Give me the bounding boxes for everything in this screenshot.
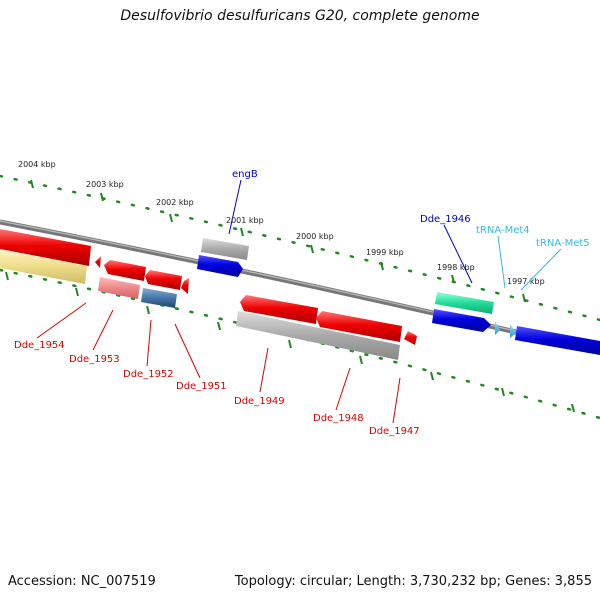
kbp-label-2002: 2002 kbp [156, 198, 194, 207]
kbp-label-2000: 2000 kbp [296, 232, 334, 241]
gene-dde-1946-green[interactable] [435, 292, 494, 314]
gene-engB-arrow[interactable] [197, 255, 243, 277]
label-dde-1952: Dde_1952 [123, 369, 174, 380]
gene-dde-1947[interactable] [404, 331, 417, 345]
genome-backbone [0, 219, 600, 355]
callout-lines-cyan [497, 235, 562, 291]
kbp-label-2001: 2001 kbp [226, 216, 264, 225]
upper-kbp-ticks [30, 179, 526, 303]
kbp-label-1999: 1999 kbp [366, 248, 404, 257]
kbp-label-1997: 1997 kbp [507, 277, 545, 286]
gene-dde-1949[interactable] [240, 295, 318, 324]
kbp-label-2003: 2003 kbp [86, 180, 124, 189]
gene-dde-1954-yellow[interactable] [0, 250, 87, 284]
label-dde-1953: Dde_1953 [69, 354, 120, 365]
callout-lines-blue [228, 179, 473, 284]
accession-text: Accession: NC_007519 [8, 574, 156, 589]
gene-dde-1954[interactable] [0, 229, 91, 266]
label-trna-met4: tRNA-Met4 [476, 225, 530, 236]
gene-dde-1952[interactable] [145, 270, 182, 290]
label-dde-1947: Dde_1947 [369, 426, 420, 437]
label-engB: engB [232, 169, 258, 180]
label-trna-met5: tRNA-Met5 [536, 238, 590, 249]
callout-lines-red [36, 302, 401, 424]
lower-kbp-ticks [5, 271, 575, 413]
label-dde-1949: Dde_1949 [234, 396, 285, 407]
gene-trna-met5[interactable] [510, 324, 516, 338]
gene-dde-1953-pink[interactable] [98, 277, 140, 299]
label-dde-1946: Dde_1946 [420, 214, 471, 225]
topology-text: Topology: circular; Length: 3,730,232 bp… [234, 574, 592, 589]
gene-dde-1951[interactable] [181, 278, 189, 294]
gene-trna-met4[interactable] [495, 321, 500, 335]
label-dde-1954: Dde_1954 [14, 340, 65, 351]
gene-dde-1948-gray[interactable] [236, 311, 400, 360]
gene-dde-1946[interactable] [432, 309, 491, 332]
gene-dde-1953[interactable] [104, 260, 146, 281]
gene-dde-1952-steel[interactable] [141, 288, 177, 308]
kbp-label-2004: 2004 kbp [18, 160, 56, 169]
lower-scale-dots [0, 268, 600, 420]
kbp-label-1998: 1998 kbp [437, 263, 475, 272]
label-dde-1948: Dde_1948 [313, 413, 364, 424]
gene-dde-1954-small[interactable] [95, 256, 101, 268]
map-title: Desulfovibrio desulfuricans G20, complet… [120, 8, 480, 24]
gene-forward-right[interactable] [515, 326, 600, 355]
gene-dde-1948[interactable] [316, 311, 402, 342]
gene-engB[interactable] [201, 238, 249, 260]
label-dde-1951: Dde_1951 [176, 381, 227, 392]
